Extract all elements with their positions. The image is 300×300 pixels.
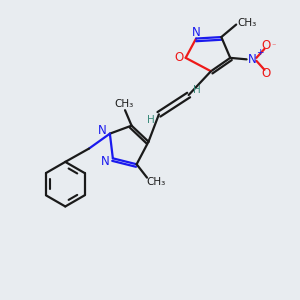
Text: O: O bbox=[175, 51, 184, 64]
Text: N: N bbox=[98, 124, 107, 136]
Text: CH₃: CH₃ bbox=[114, 99, 133, 109]
Text: CH₃: CH₃ bbox=[237, 18, 256, 28]
Text: O: O bbox=[261, 67, 271, 80]
Text: H: H bbox=[193, 85, 201, 95]
Text: O: O bbox=[261, 40, 271, 52]
Text: H: H bbox=[147, 115, 154, 125]
Text: N: N bbox=[248, 53, 256, 66]
Text: CH₃: CH₃ bbox=[146, 177, 166, 187]
Text: +: + bbox=[256, 48, 264, 57]
Text: N: N bbox=[101, 155, 110, 168]
Text: ⁻: ⁻ bbox=[272, 41, 276, 50]
Text: N: N bbox=[192, 26, 200, 38]
